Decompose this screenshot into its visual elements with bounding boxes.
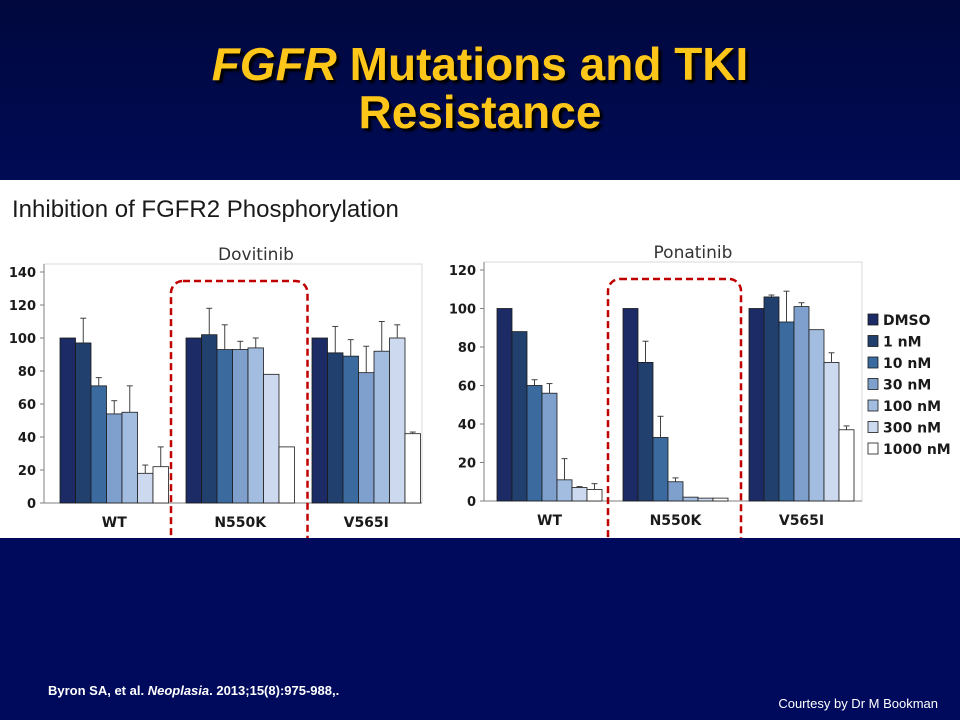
ponatinib-bar [838,429,855,502]
dovitinib-bar [75,342,92,504]
dovitinib-bar [247,347,264,504]
dovitinib-bar [121,411,138,504]
ponatinib-bar [511,331,528,502]
ponatinib-bar [652,437,669,502]
citation: Byron SA, et al. Neoplasia. 2013;15(8):9… [48,683,339,698]
charts-svg: Dovitinib 0 20 40 60 80 100 120 140 WT N550K V565I P… [9,243,951,538]
ponatinib-bar [748,308,765,502]
dovitinib-bar [358,372,375,504]
ponatinib-legend-label: 1000 nM [883,442,951,458]
ponatinib-legend-swatch [867,399,879,412]
dovitinib-bar [137,472,154,504]
ponatinib-legend-label: 100 nM [883,399,941,415]
ponatinib-bar [586,489,603,502]
ponatinib-y-tick-label: 60 [458,380,476,395]
dovitinib-bar [327,352,344,504]
ponatinib-bar [496,308,513,502]
dovitinib-y-tick-label: 120 [9,299,36,314]
dovitinib-bar [311,337,328,504]
dovitinib-highlight-box [169,279,309,538]
dovitinib-y-tick-label: 60 [18,398,36,413]
ponatinib-bar [808,329,825,502]
dovitinib-y-tick-label: 20 [18,464,36,479]
ponatinib-y-tick-label: 20 [458,457,476,472]
ponatinib-bar [541,392,558,502]
dovitinib-bar [59,337,76,504]
dovitinib-bar [232,349,249,504]
slide-title-rest: Mutations and TKI [336,38,749,90]
ponatinib-bar [793,306,810,502]
slide-title-italic: FGFR [211,38,337,90]
ponatinib-bar [622,308,639,502]
dovitinib-x-tick-label: N550K [214,515,267,531]
ponatinib-legend-label: 1 nM [883,335,922,351]
ponatinib-legend-swatch [867,313,879,326]
slide-title-line-1: FGFR Mutations and TKI [0,40,960,88]
ponatinib-x-tick-label: WT [537,513,562,529]
dovitinib-y-tick-label: 80 [18,365,36,380]
title-band [0,0,960,180]
citation-journal: Neoplasia [147,683,210,698]
dovitinib-bar [152,466,169,504]
dovitinib-bar [90,385,107,504]
ponatinib-y-tick-label: 0 [467,495,476,510]
ponatinib-legend-label: 300 nM [883,421,941,437]
ponatinib-bar [571,487,588,502]
dovitinib-bar [373,350,390,504]
ponatinib-bar [526,385,543,502]
dovitinib-bar [278,446,295,504]
ponatinib-x-tick-label: V565I [779,513,824,529]
dovitinib-y-tick-label: 0 [27,497,36,512]
ponatinib-y-tick-label: 80 [458,341,476,356]
dovitinib-y-tick-label: 140 [9,266,36,281]
chart-panel: Dovitinib 0 20 40 60 80 100 120 140 WT N550K V565I P… [0,180,960,538]
ponatinib-legend-label: 30 nM [883,378,931,394]
citation-authors: Byron SA, et al. [48,683,148,698]
ponatinib-bar [667,481,684,502]
dovitinib-bar [263,373,280,504]
ponatinib-bar [763,296,780,502]
slide-title-line-2: Resistance [358,86,602,138]
ponatinib-legend-swatch [867,442,879,455]
ponatinib-x-tick-label: N550K [650,513,703,529]
dovitinib-x-tick-label: V565I [344,515,389,531]
dovitinib-bar [106,413,123,504]
dovitinib-bar [201,334,218,504]
ponatinib-y-tick-label: 100 [449,303,476,318]
ponatinib-chart-title: Ponatinib [654,243,733,263]
ponatinib-y-tick-label: 120 [449,264,476,279]
courtesy-note: Courtesy by Dr M Bookman [778,696,938,711]
panel-heading: Inhibition of FGFR2 Phosphorylation [12,196,399,223]
dovitinib-y-tick-label: 100 [9,332,36,347]
ponatinib-legend-label: DMSO [883,313,931,329]
citation-rest: . 2013;15(8):975-988,. [209,683,340,698]
dovitinib-y-tick-label: 40 [18,431,36,446]
ponatinib-highlight-box [606,277,743,538]
dovitinib-bar [216,349,233,504]
ponatinib-legend-swatch [867,335,879,347]
ponatinib-bar [697,497,714,502]
ponatinib-legend-swatch [867,378,879,390]
dovitinib-bar [404,433,421,504]
dovitinib-chart-title: Dovitinib [218,245,294,265]
ponatinib-bar [712,497,729,502]
slide-title: FGFR Mutations and TKI Resistance [0,40,960,136]
dovitinib-bar [342,355,359,504]
ponatinib-legend-swatch [867,421,879,433]
ponatinib-legend-label: 10 nM [883,356,931,372]
dovitinib-x-tick-label: WT [102,515,127,531]
dovitinib-bar [389,337,406,504]
ponatinib-y-tick-label: 40 [458,418,476,433]
dovitinib-bar [185,337,202,504]
ponatinib-bar [637,361,654,502]
ponatinib-bar [778,321,795,502]
ponatinib-legend-swatch [867,356,879,369]
ponatinib-bar [556,479,573,502]
ponatinib-bar [682,496,699,502]
ponatinib-bar [823,361,840,502]
